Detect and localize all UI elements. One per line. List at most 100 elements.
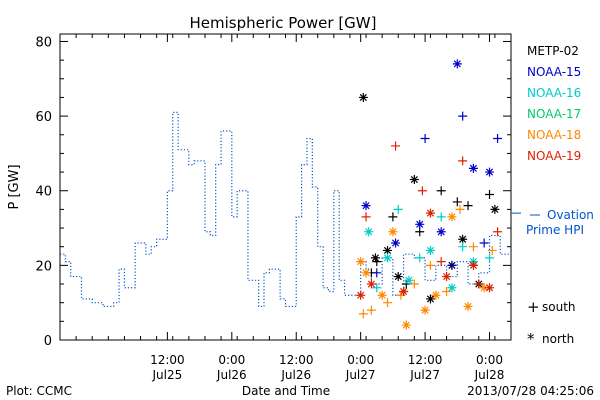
- south-point-noaa-19: [474, 279, 484, 289]
- south-point-noaa-15: [447, 260, 457, 270]
- south-point-noaa-16: [393, 204, 403, 214]
- north-point-noaa-18: [431, 290, 441, 300]
- south-point-noaa-15: [420, 133, 430, 143]
- legend-entry-noaa-19: NOAA-19: [527, 149, 581, 163]
- north-point-noaa-18: [463, 301, 473, 311]
- south-point-noaa-19: [493, 227, 503, 237]
- south-point-metp-02: [436, 186, 446, 196]
- north-marker-symbol: *: [527, 330, 535, 348]
- x-tick-time: 12:00: [150, 353, 185, 367]
- north-point-noaa-16: [383, 253, 393, 263]
- south-point-metp-02: [463, 201, 473, 211]
- south-point-metp-02: [452, 197, 462, 207]
- north-point-noaa-15: [468, 163, 478, 173]
- south-point-noaa-18: [425, 260, 435, 270]
- legend: METP-02 NOAA-15 NOAA-16 NOAA-17 NOAA-18 NOAA-…: [527, 44, 581, 163]
- north-point-noaa-18: [401, 320, 411, 330]
- chart-title: Hemispheric Power [GW]: [190, 14, 377, 32]
- ovation-hpi-series: [60, 111, 521, 308]
- south-marker-symbol: +: [527, 298, 540, 316]
- y-tick-label: 40: [35, 185, 52, 200]
- south-point-noaa-18: [487, 245, 497, 255]
- ovation-legend: Ovation Prime HPI: [526, 208, 594, 237]
- x-tick-date: Jul26: [216, 368, 247, 382]
- south-point-noaa-19: [436, 257, 446, 267]
- north-point-metp-02: [393, 272, 403, 282]
- north-point-noaa-18: [388, 227, 398, 237]
- y-tick-label: 80: [35, 35, 52, 50]
- north-point-noaa-16: [404, 275, 414, 285]
- north-point-metp-02: [370, 253, 380, 263]
- north-point-noaa-19: [468, 260, 478, 270]
- north-point-metp-02: [458, 234, 468, 244]
- x-tick-time: 0:00: [218, 353, 245, 367]
- south-point-noaa-18: [383, 298, 393, 308]
- x-tick-date: Jul28: [474, 368, 505, 382]
- south-point-noaa-15: [458, 111, 468, 121]
- north-point-metp-02: [490, 204, 500, 214]
- north-point-noaa-19: [485, 283, 495, 293]
- south-point-noaa-19: [361, 212, 371, 222]
- footer-timestamp: 2013/07/28 04:25:06: [467, 384, 594, 398]
- y-tick-label: 0: [44, 334, 52, 349]
- north-point-noaa-19: [425, 208, 435, 218]
- north-point-noaa-19: [366, 279, 376, 289]
- north-point-noaa-16: [364, 227, 374, 237]
- south-point-noaa-16: [458, 242, 468, 252]
- north-point-noaa-19: [356, 290, 366, 300]
- north-point-noaa-16: [425, 245, 435, 255]
- south-point-noaa-18: [366, 305, 376, 315]
- legend-entry-noaa-17: NOAA-17: [527, 107, 581, 121]
- north-point-noaa-18: [361, 268, 371, 278]
- south-point-noaa-15: [493, 133, 503, 143]
- south-point-noaa-16: [436, 212, 446, 222]
- north-point-noaa-16: [447, 283, 457, 293]
- north-point-noaa-19: [442, 272, 452, 282]
- north-point-noaa-18: [447, 212, 457, 222]
- legend-entry-noaa-18: NOAA-18: [527, 128, 581, 142]
- ovation-legend-label-1: Ovation: [547, 208, 594, 222]
- north-point-noaa-15: [436, 227, 446, 237]
- south-marker-label: south: [542, 300, 576, 314]
- marker-key: + south * north: [527, 298, 576, 348]
- y-tick-label: 20: [35, 259, 52, 274]
- y-axis-ticks: 0 20 40 60 80: [35, 35, 511, 349]
- south-point-metp-02: [485, 189, 495, 199]
- south-point-noaa-19: [391, 141, 401, 151]
- south-point-noaa-16: [415, 253, 425, 263]
- north-point-noaa-15: [361, 201, 371, 211]
- satellite-points: [356, 59, 503, 330]
- south-point-noaa-16: [372, 283, 382, 293]
- south-point-noaa-18: [468, 242, 478, 252]
- north-marker-label: north: [542, 332, 574, 346]
- x-axis-ticks: 12:00Jul250:00Jul2612:00Jul260:00Jul2712…: [75, 34, 505, 382]
- footer-x-axis-label: Date and Time: [242, 384, 330, 398]
- north-point-noaa-15: [415, 219, 425, 229]
- north-point-metp-02: [358, 92, 368, 102]
- north-point-noaa-15: [452, 59, 462, 69]
- ovation-hpi-line: [60, 111, 511, 308]
- x-tick-date: Jul27: [345, 368, 376, 382]
- legend-entry-noaa-15: NOAA-15: [527, 65, 581, 79]
- x-tick-time: 0:00: [476, 353, 503, 367]
- south-point-noaa-18: [442, 286, 452, 296]
- north-point-noaa-18: [479, 283, 489, 293]
- plot-frame: [59, 33, 512, 341]
- south-point-noaa-15: [372, 268, 382, 278]
- ovation-legend-label-2: Prime HPI: [526, 223, 584, 237]
- south-point-noaa-18: [358, 309, 368, 319]
- footer-plot-credit: Plot: CCMC: [6, 384, 72, 398]
- south-point-metp-02: [388, 212, 398, 222]
- north-point-noaa-18: [356, 257, 366, 267]
- south-point-noaa-16: [485, 253, 495, 263]
- north-point-noaa-15: [485, 167, 495, 177]
- north-point-noaa-15: [391, 238, 401, 248]
- x-tick-date: Jul26: [280, 368, 311, 382]
- south-point-noaa-18: [409, 279, 419, 289]
- legend-entry-noaa-16: NOAA-16: [527, 86, 581, 100]
- north-point-metp-02: [425, 294, 435, 304]
- north-point-noaa-19: [399, 286, 409, 296]
- y-tick-label: 60: [35, 110, 52, 125]
- south-point-metp-02: [372, 257, 382, 267]
